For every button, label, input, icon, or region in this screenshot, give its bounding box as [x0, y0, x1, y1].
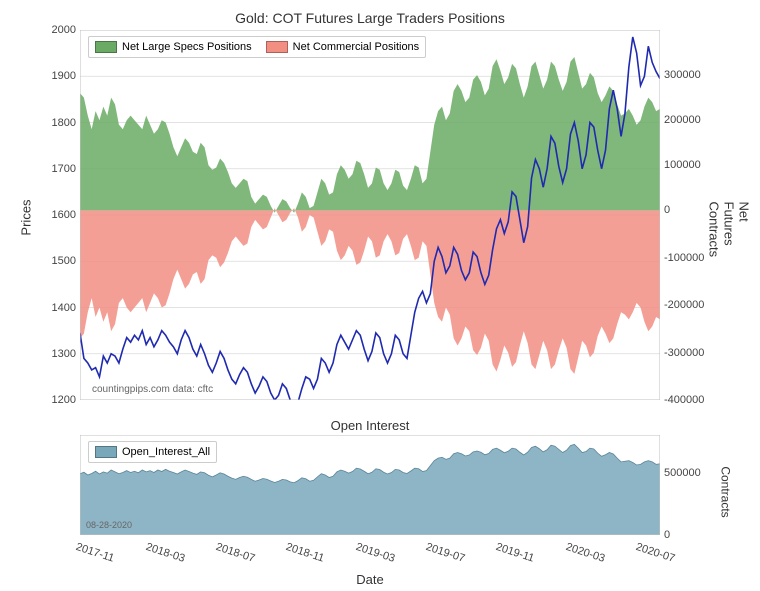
ytick-right: -400000 — [664, 394, 704, 406]
xtick: 2020-03 — [564, 541, 606, 565]
legend-swatch-oi — [95, 446, 117, 458]
legend-swatch-commercial — [266, 41, 288, 53]
ytick-right: -100000 — [664, 252, 704, 264]
legend-item-commercial: Net Commercial Positions — [266, 41, 420, 53]
main-chart — [80, 30, 660, 400]
xtick: 2018-03 — [144, 541, 186, 565]
ytick-left: 1600 — [52, 209, 76, 221]
ytick-left: 2000 — [52, 24, 76, 36]
watermark: countingpips.com data: cftc — [92, 384, 213, 395]
sub-legend: Open_Interest_All — [88, 441, 217, 463]
sub-chart-title: Open Interest — [80, 418, 660, 433]
ytick-left: 1300 — [52, 348, 76, 360]
ytick-left: 1400 — [52, 302, 76, 314]
xtick: 2018-11 — [284, 541, 325, 565]
ytick-left: 1200 — [52, 394, 76, 406]
ytick-right: 100000 — [664, 159, 701, 171]
xtick: 2017-11 — [74, 541, 115, 565]
ytick-left: 1500 — [52, 255, 76, 267]
xtick: 2019-11 — [494, 541, 535, 565]
main-ylabel-left: Prices — [19, 199, 34, 235]
ytick-right: -300000 — [664, 347, 704, 359]
ytick-sub: 0 — [664, 529, 670, 541]
xtick: 2019-07 — [424, 541, 466, 565]
ytick-left: 1700 — [52, 163, 76, 175]
x-axis-label: Date — [80, 572, 660, 587]
xtick: 2020-07 — [634, 541, 676, 565]
legend-label-oi: Open_Interest_All — [122, 446, 210, 458]
ytick-left: 1900 — [52, 70, 76, 82]
legend-label-commercial: Net Commercial Positions — [293, 41, 420, 53]
legend-label-specs: Net Large Specs Positions — [122, 41, 252, 53]
legend-swatch-specs — [95, 41, 117, 53]
date-stamp: 08-28-2020 — [86, 520, 132, 530]
ytick-right: 300000 — [664, 69, 701, 81]
legend-item-oi: Open_Interest_All — [95, 446, 210, 458]
main-ylabel-right: Net Futures Contracts — [707, 202, 752, 264]
ytick-right: 0 — [664, 204, 670, 216]
legend-item-specs: Net Large Specs Positions — [95, 41, 252, 53]
ytick-right: -200000 — [664, 299, 704, 311]
ytick-left: 1800 — [52, 117, 76, 129]
xtick: 2018-07 — [214, 541, 256, 565]
main-legend: Net Large Specs Positions Net Commercial… — [88, 36, 426, 58]
ytick-right: 200000 — [664, 114, 701, 126]
main-chart-title: Gold: COT Futures Large Traders Position… — [80, 10, 660, 26]
sub-ylabel: Contracts — [719, 466, 733, 517]
main-chart-svg — [80, 30, 660, 400]
ytick-sub: 500000 — [664, 467, 701, 479]
xtick: 2019-03 — [354, 541, 396, 565]
